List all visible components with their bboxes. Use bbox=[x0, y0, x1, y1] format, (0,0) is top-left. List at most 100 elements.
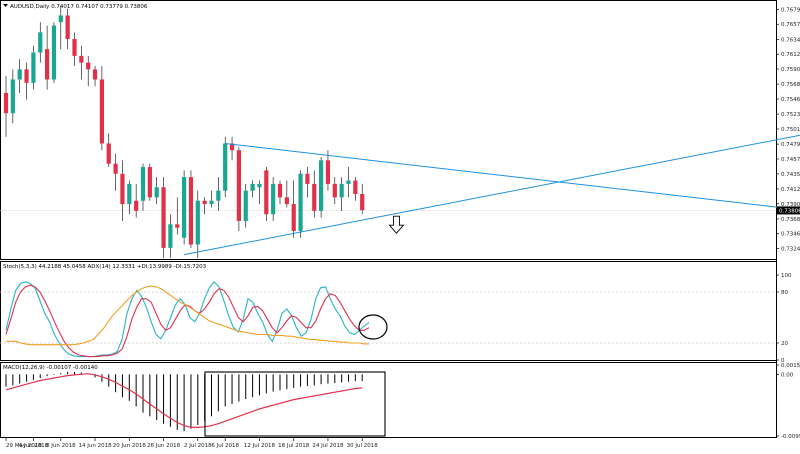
candle bbox=[99, 66, 104, 151]
candle bbox=[3, 76, 9, 137]
candle-body bbox=[17, 69, 22, 80]
stoch-tick-label: 20 bbox=[781, 341, 788, 347]
candle bbox=[79, 45, 84, 80]
candle bbox=[45, 25, 50, 90]
candle-body bbox=[31, 52, 36, 83]
collapse-triangle-icon[interactable] bbox=[3, 4, 8, 7]
candle-body bbox=[120, 173, 125, 205]
highlight-circle bbox=[358, 314, 388, 340]
candle-body bbox=[147, 167, 152, 198]
highlight-box bbox=[204, 371, 386, 437]
candle-body bbox=[3, 92, 9, 114]
candle bbox=[72, 32, 77, 66]
candle bbox=[161, 177, 166, 258]
candle-body bbox=[257, 183, 262, 188]
candle-body bbox=[99, 79, 104, 144]
date-tick-label: 18 Jul 2018 bbox=[278, 443, 310, 449]
candle bbox=[353, 177, 358, 201]
candle-body bbox=[86, 62, 91, 70]
candle-body bbox=[277, 183, 283, 198]
candle-body bbox=[79, 55, 84, 63]
candle bbox=[346, 167, 351, 198]
candle-body bbox=[92, 69, 98, 80]
candle-body bbox=[65, 15, 70, 40]
candle-body bbox=[312, 183, 317, 211]
candle-body bbox=[360, 194, 365, 211]
candle-body bbox=[154, 187, 159, 198]
date-tick-label: 4 Jun 2018 bbox=[19, 443, 49, 449]
stoch-series-line bbox=[6, 285, 370, 346]
candle bbox=[319, 156, 324, 218]
candle bbox=[127, 180, 132, 215]
candle-body bbox=[332, 183, 337, 198]
candle-body bbox=[168, 224, 173, 248]
candle bbox=[106, 133, 111, 168]
trendline[interactable] bbox=[225, 142, 800, 220]
candle-body bbox=[305, 173, 310, 184]
current-price-box bbox=[777, 206, 800, 215]
date-tick-label: 8 Jun 2018 bbox=[46, 443, 76, 449]
main-title: AUDUSD,Daily 0.74017 0.74107 0.73779 0.7… bbox=[10, 4, 148, 10]
candle bbox=[134, 183, 139, 218]
candle bbox=[175, 197, 180, 235]
candle bbox=[140, 163, 146, 211]
candle bbox=[298, 170, 303, 238]
candle bbox=[10, 69, 15, 124]
candle bbox=[195, 190, 200, 258]
candle-body bbox=[209, 200, 214, 205]
price-tick-label: 0.76345 bbox=[781, 37, 800, 43]
candle-body bbox=[113, 163, 118, 174]
candle-body bbox=[24, 69, 29, 83]
date-tick-label: 20 Jun 2018 bbox=[113, 443, 147, 449]
candle bbox=[86, 55, 91, 87]
candle bbox=[229, 136, 235, 161]
date-tick-label: 26 Jun 2018 bbox=[147, 443, 181, 449]
date-tick-label: 29 May 2018 bbox=[6, 443, 42, 449]
stoch-header: Stoch(5,3,3) 44.2188 45.0458 ADX(14) 12.… bbox=[3, 264, 207, 270]
candle bbox=[51, 22, 57, 83]
candle bbox=[332, 177, 337, 205]
down-arrow-icon bbox=[388, 215, 405, 234]
candle bbox=[31, 45, 36, 90]
stoch-series-line bbox=[5, 284, 370, 358]
date-tick-label: 2 Jul 2018 bbox=[184, 443, 212, 449]
candle bbox=[17, 59, 22, 93]
stoch-plot bbox=[0, 280, 776, 358]
candle bbox=[24, 62, 29, 100]
price-tick-label: 0.76125 bbox=[781, 52, 800, 58]
candle bbox=[113, 153, 118, 191]
stoch-tick-label: 100 bbox=[781, 273, 792, 279]
candle bbox=[223, 136, 228, 198]
candle bbox=[264, 167, 269, 221]
date-tick-label: 14 Jun 2018 bbox=[79, 443, 113, 449]
candle-body bbox=[72, 39, 77, 56]
trendline[interactable] bbox=[184, 117, 800, 256]
candle-body bbox=[106, 143, 111, 164]
candle-body bbox=[243, 190, 248, 221]
candle bbox=[58, 5, 63, 50]
price-tick-label: 0.75235 bbox=[781, 112, 800, 118]
candle bbox=[216, 177, 221, 211]
candle-body bbox=[216, 190, 221, 201]
candle bbox=[339, 177, 344, 211]
candle-body bbox=[127, 183, 132, 205]
candle bbox=[243, 183, 248, 228]
candle-body bbox=[264, 170, 269, 215]
candle bbox=[147, 163, 152, 201]
candle bbox=[257, 180, 262, 205]
price-tick-label: 0.73905 bbox=[781, 202, 800, 208]
candle bbox=[250, 180, 255, 198]
stoch-tick-label: 0 bbox=[781, 358, 785, 364]
candle-body bbox=[236, 150, 241, 221]
candle-body bbox=[298, 173, 303, 232]
